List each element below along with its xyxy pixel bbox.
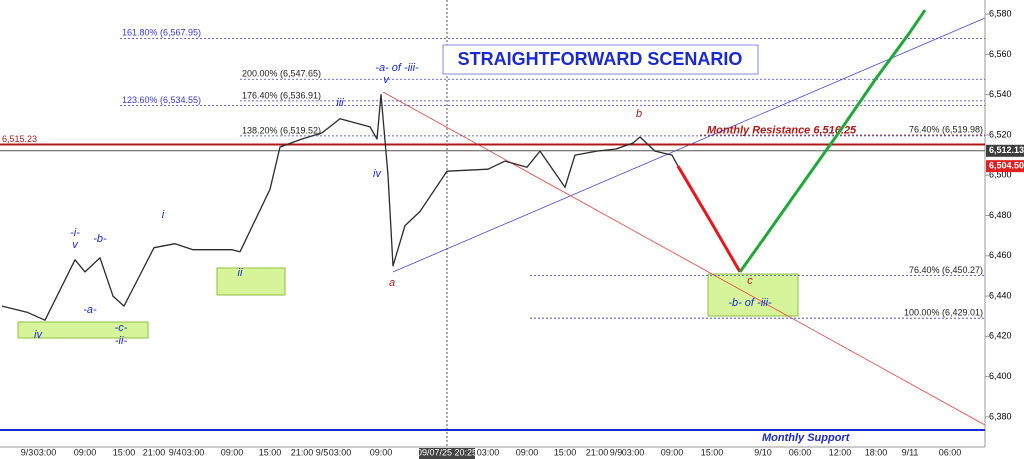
y-tick-label: 6,400 — [989, 371, 1012, 381]
y-tick-label: 6,520 — [989, 129, 1012, 139]
fib-label: 138.20% (6,519.52) — [242, 125, 321, 135]
wave-label: -a- — [83, 304, 97, 316]
price-tag — [986, 160, 1024, 173]
price-tag-label: 6,512.13 — [989, 145, 1024, 155]
y-tick-label: 6,480 — [989, 210, 1012, 220]
wave-label: -c- — [115, 322, 128, 334]
x-tick-label: 15:00 — [701, 447, 724, 457]
projection-line — [738, 9, 927, 273]
y-tick-label: 6,500 — [989, 170, 1012, 180]
x-tick-label: 21:00 — [291, 447, 314, 457]
x-tick-label: 03:00 — [182, 447, 205, 457]
x-tick-label: 21:00 — [586, 447, 609, 457]
price-tag-label: 6,504.50 — [989, 161, 1024, 171]
wave-label: v — [383, 74, 390, 86]
trendline — [382, 91, 986, 426]
x-tick-label: 09:00 — [370, 447, 393, 457]
y-tick-label: 6,540 — [989, 89, 1012, 99]
y-tick-label: 6,420 — [989, 331, 1012, 341]
x-tick-label: 06:00 — [789, 447, 812, 457]
x-tick-label: 9/11 — [902, 447, 919, 457]
x-tick-label: 21:00 — [143, 447, 166, 457]
price-line — [1, 94, 679, 321]
x-tick-label: 09:00 — [516, 447, 539, 457]
fib-label: 76.40% (6,450.27) — [909, 265, 983, 275]
wave-label: b — [636, 108, 642, 120]
y-tick-label: 6,440 — [989, 290, 1012, 300]
cursor-label-bg — [419, 448, 475, 459]
x-tick-label: 15:00 — [554, 447, 577, 457]
y-tick-label: 6,460 — [989, 250, 1012, 260]
y-tick-label: 6,380 — [989, 411, 1012, 421]
support-text: Monthly Support — [762, 432, 851, 444]
projection-line — [676, 165, 742, 273]
wave-label: iv — [34, 329, 43, 341]
x-tick-label: 18:00 — [865, 447, 888, 457]
x-tick-label: 09:00 — [221, 447, 244, 457]
fib-label: 123.60% (6,534.55) — [122, 95, 201, 105]
target-box — [17, 321, 149, 339]
x-tick-label: 9/10 — [754, 447, 772, 457]
wave-label: ii — [238, 267, 243, 279]
resistance-value: 6,515.23 — [2, 134, 37, 144]
x-tick-label: 12:00 — [829, 447, 852, 457]
wave-label: -i- — [70, 227, 80, 239]
wave-label: -b- of -iii- — [728, 297, 772, 309]
wave-label: iv — [373, 168, 382, 180]
x-tick-label: 03:00 — [622, 447, 645, 457]
target-box — [216, 267, 286, 296]
y-tick-label: 6,580 — [989, 8, 1012, 18]
fib-label: 100.00% (6,429.01) — [904, 308, 983, 318]
x-tick-label: 9/9 — [610, 447, 623, 457]
y-tick-label: 6,560 — [989, 49, 1012, 59]
wave-label: iii — [336, 97, 344, 109]
wave-label: -ii- — [115, 335, 128, 347]
target-box — [707, 273, 799, 317]
wave-label: -b- — [93, 233, 107, 245]
title-box — [442, 44, 759, 75]
x-tick-label: 03:00 — [34, 447, 57, 457]
price-tag — [986, 144, 1024, 157]
wave-label: i — [162, 209, 165, 221]
fib-label: 76.40% (6,519.98) — [909, 124, 983, 134]
chart-title: STRAIGHTFORWARD SCENARIO — [458, 49, 743, 69]
x-tick-label: 15:00 — [259, 447, 282, 457]
fib-label: 161.80% (6,567.95) — [122, 28, 201, 38]
x-tick-label: 03:00 — [329, 447, 352, 457]
x-tick-label: 9/5 — [316, 447, 329, 457]
x-tick-label: 09:00 — [74, 447, 97, 457]
resistance-text: Monthly Resistance 6,516.25 — [707, 124, 857, 136]
x-tick-label: 03:00 — [477, 447, 500, 457]
x-tick-label: 9/3 — [21, 447, 34, 457]
x-tick-label: 9/4 — [169, 447, 182, 457]
wave-label: c — [747, 275, 753, 287]
wave-label: -a- of -iii- — [375, 62, 419, 74]
fib-label: 176.40% (6,536.91) — [242, 90, 321, 100]
x-tick-label: 15:00 — [113, 447, 136, 457]
x-tick-label: 09:00 — [661, 447, 684, 457]
wave-label: v — [72, 239, 79, 251]
x-tick-label: 09/07/25 20:25 — [417, 447, 477, 457]
wave-label: a — [389, 277, 395, 289]
fib-label: 200.00% (6,547.65) — [242, 69, 321, 79]
x-tick-label: 06:00 — [939, 447, 962, 457]
